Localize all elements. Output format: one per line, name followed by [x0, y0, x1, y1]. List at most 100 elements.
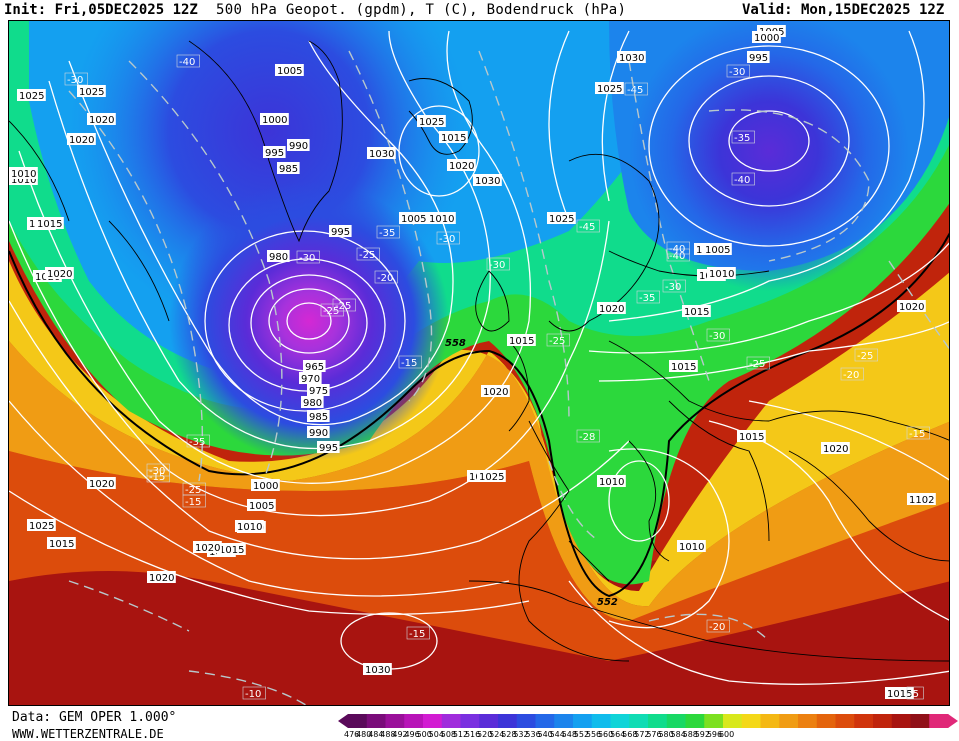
pressure-label-bg: [507, 334, 536, 346]
colorbar-cell: [648, 714, 668, 728]
pressure-label: 1015: [671, 362, 696, 373]
temperature-label: -35: [734, 133, 750, 144]
colorbar-cell: [366, 714, 386, 728]
temperature-label: -15: [909, 429, 925, 440]
colorbar-cell: [554, 714, 574, 728]
temperature-label: -35: [189, 437, 205, 448]
colorbar-tick-label: 548: [561, 730, 577, 739]
pressure-label: 995: [749, 53, 768, 64]
pressure-label-bg: [597, 302, 626, 314]
pressure-label-bg: [263, 146, 286, 158]
pressure-label: 1030: [365, 665, 390, 676]
coastlines: [9, 40, 949, 662]
pressure-label-bg: [47, 537, 76, 549]
field-low-russia: [9, 21, 949, 705]
temperature-label: -15: [149, 472, 165, 483]
temperature-label: -40: [734, 175, 750, 186]
pressure-label: 1025: [19, 91, 44, 102]
colorbar-cell: [704, 714, 724, 728]
colorbar-cell: [404, 714, 424, 728]
pressure-label: 1020: [89, 479, 114, 490]
colorbar-cell: [723, 714, 743, 728]
colorbar-tick-label: 584: [670, 730, 686, 739]
temperature-label: -25: [549, 336, 565, 347]
pressure-label: 1010: [11, 175, 36, 186]
pressure-label-bg: [235, 520, 264, 532]
temperature-label-box: [296, 250, 320, 264]
pressure-label: 1005: [277, 66, 302, 77]
temperature-label-box: [186, 434, 210, 448]
colorbar-tick-label: 492: [392, 730, 408, 739]
colorbar-tick-label: 496: [404, 730, 420, 739]
pressure-label-bg: [747, 51, 770, 63]
temperature-label: -20: [843, 370, 859, 381]
pressure-label: 1020: [899, 302, 924, 313]
pressure-label-bg: [247, 499, 276, 511]
weather-map[interactable]: 10051000995-3010301025-45-35-4010051010-…: [8, 20, 950, 706]
pressure-label: 1010: [679, 542, 704, 553]
pressure-label-bg: [307, 384, 330, 396]
pressure-label: 1025: [549, 214, 574, 225]
temperature-label: -25: [323, 306, 339, 317]
pressure-label: 1005: [249, 501, 274, 512]
colorbar-tick-label: 556: [585, 730, 602, 739]
pressure-label: 1020: [47, 269, 72, 280]
colorbar-cell: [479, 714, 499, 728]
colorbar-tick-label: 520: [477, 730, 493, 739]
colorbar-cell: [854, 714, 874, 728]
colorbar-tick-label: 560: [597, 730, 614, 739]
colorbar-tick-label: 480: [356, 730, 372, 739]
temperature-label-box: [176, 54, 200, 68]
temperature-label-box: [146, 463, 170, 477]
pressure-label-bg: [299, 372, 322, 384]
colorbar-tick-label: 580: [658, 730, 674, 739]
temperature-label-box: [731, 172, 755, 186]
temperature-label: -25: [335, 301, 351, 312]
temperature-label-box: [666, 248, 690, 262]
colorbar-tick-label: 484: [368, 730, 384, 739]
colorbar-cell: [460, 714, 480, 728]
colorbar-tick-label: 592: [694, 730, 710, 739]
geopotential-label: 552: [597, 597, 618, 608]
pressure-label: 1015: [37, 219, 62, 230]
pressure-label: 985: [309, 412, 328, 423]
colorbar-ticks: 4764804844884924965005045085125165205245…: [344, 730, 734, 739]
pressure-label: 1020: [89, 115, 114, 126]
pressure-label-bg: [595, 82, 624, 94]
pressure-label-bg: [67, 133, 96, 145]
map-labels: 10051000995-3010301025-45-35-4010051010-…: [9, 25, 936, 700]
colorbar-cell: [573, 714, 593, 728]
colorbar-arrow-left: [338, 714, 348, 728]
pressure-label: 995: [265, 148, 284, 159]
temperature-label-box: [906, 686, 924, 700]
colorbar-tick-label: 572: [634, 730, 650, 739]
pressure-label: 1010: [11, 169, 36, 180]
pressure-label-bg: [147, 571, 176, 583]
colorbar-tick-label: 528: [501, 730, 517, 739]
colorbar-tick-label: 508: [440, 730, 457, 739]
temperature-label-box: [436, 231, 460, 245]
temperature-label: -40: [669, 251, 685, 262]
temperature-label-box: [546, 333, 570, 347]
temperature-label-box: [706, 328, 730, 342]
temperature-label: -30: [709, 331, 725, 342]
temperature-label: -35: [639, 293, 655, 304]
colorbar-cell: [816, 714, 836, 728]
pressure-label: 1030: [475, 176, 500, 187]
colorbar-tick-label: 476: [344, 730, 360, 739]
temperature-label-box: [854, 348, 878, 362]
pressure-label: 1005: [401, 214, 426, 225]
pressure-label: 1025: [419, 117, 444, 128]
colorbar-cell: [741, 714, 761, 728]
pressure-label: 1020: [599, 304, 624, 315]
pressure-label: 1020: [149, 573, 174, 584]
geopotential-label: 558: [445, 338, 466, 349]
temperature-label-box: [356, 247, 380, 261]
temperature-label-box: [731, 130, 755, 144]
colorbar-tick-label: 540: [537, 730, 553, 739]
pressure-label: 1020: [449, 161, 474, 172]
temperature-label-box: [746, 356, 770, 370]
temperature-label-box: [406, 626, 430, 640]
temperature-label: -20: [377, 273, 393, 284]
colorbar-cell: [666, 714, 686, 728]
